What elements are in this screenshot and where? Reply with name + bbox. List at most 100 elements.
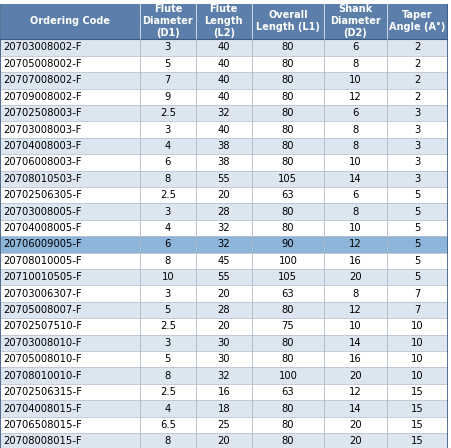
Bar: [323, 433, 386, 448]
Text: 6: 6: [164, 157, 170, 168]
Text: 8: 8: [164, 174, 170, 184]
Bar: [386, 56, 446, 72]
Bar: [195, 401, 251, 417]
Bar: [386, 72, 446, 89]
Bar: [195, 171, 251, 187]
Bar: [139, 105, 195, 121]
Text: 28: 28: [217, 305, 230, 315]
Text: 20703008005-F: 20703008005-F: [4, 207, 82, 216]
Text: 20704008015-F: 20704008015-F: [4, 404, 82, 414]
Text: 20: 20: [348, 272, 361, 282]
Text: 12: 12: [348, 387, 361, 397]
Bar: [195, 236, 251, 253]
Text: Shank
Diameter
(D2): Shank Diameter (D2): [329, 4, 380, 39]
Bar: [139, 171, 195, 187]
Bar: [0, 335, 139, 351]
Text: 6: 6: [164, 239, 170, 250]
Text: 20: 20: [217, 190, 230, 200]
Text: 20706009005-F: 20706009005-F: [4, 239, 82, 250]
Bar: [251, 384, 323, 401]
Text: 20703008003-F: 20703008003-F: [4, 125, 82, 134]
Bar: [251, 121, 323, 138]
Text: 15: 15: [410, 404, 423, 414]
Text: 10: 10: [410, 338, 423, 348]
Bar: [195, 39, 251, 56]
Bar: [139, 3, 195, 39]
Bar: [195, 417, 251, 433]
Text: 20: 20: [217, 322, 230, 332]
Bar: [195, 318, 251, 335]
Bar: [0, 72, 139, 89]
Bar: [323, 56, 386, 72]
Bar: [386, 285, 446, 302]
Bar: [323, 203, 386, 220]
Text: 8: 8: [352, 125, 358, 134]
Bar: [139, 302, 195, 318]
Bar: [323, 253, 386, 269]
Bar: [0, 433, 139, 448]
Text: 3: 3: [164, 125, 170, 134]
Bar: [0, 302, 139, 318]
Text: 20704008005-F: 20704008005-F: [4, 223, 82, 233]
Text: 5: 5: [164, 354, 170, 364]
Bar: [195, 220, 251, 236]
Text: 80: 80: [281, 157, 294, 168]
Text: 14: 14: [348, 338, 361, 348]
Text: 38: 38: [217, 157, 230, 168]
Bar: [386, 302, 446, 318]
Text: 63: 63: [281, 387, 294, 397]
Text: 80: 80: [281, 207, 294, 216]
Text: 40: 40: [217, 59, 230, 69]
Bar: [386, 3, 446, 39]
Text: 2: 2: [413, 59, 419, 69]
Bar: [386, 154, 446, 171]
Bar: [195, 285, 251, 302]
Bar: [386, 401, 446, 417]
Bar: [251, 236, 323, 253]
Bar: [139, 401, 195, 417]
Text: 5: 5: [413, 207, 419, 216]
Text: 16: 16: [217, 387, 230, 397]
Text: 6: 6: [351, 43, 358, 52]
Text: 20702506305-F: 20702506305-F: [4, 190, 82, 200]
Text: 3: 3: [164, 338, 170, 348]
Text: 8: 8: [352, 141, 358, 151]
Bar: [139, 39, 195, 56]
Text: 7: 7: [413, 305, 419, 315]
Text: 80: 80: [281, 404, 294, 414]
Text: 14: 14: [348, 404, 361, 414]
Text: 20705008002-F: 20705008002-F: [4, 59, 82, 69]
Bar: [386, 39, 446, 56]
Text: 4: 4: [164, 404, 170, 414]
Text: 8: 8: [164, 370, 170, 381]
Bar: [323, 367, 386, 384]
Text: 90: 90: [281, 239, 294, 250]
Text: 80: 80: [281, 92, 294, 102]
Text: 2.5: 2.5: [160, 387, 175, 397]
Bar: [386, 318, 446, 335]
Bar: [139, 203, 195, 220]
Text: Overall
Length (L1): Overall Length (L1): [255, 10, 319, 32]
Text: 63: 63: [281, 289, 294, 299]
Bar: [251, 105, 323, 121]
Bar: [251, 220, 323, 236]
Text: 3: 3: [164, 289, 170, 299]
Text: 75: 75: [281, 322, 294, 332]
Text: 10: 10: [348, 157, 361, 168]
Bar: [323, 105, 386, 121]
Bar: [139, 351, 195, 367]
Bar: [251, 56, 323, 72]
Bar: [386, 253, 446, 269]
Bar: [251, 367, 323, 384]
Bar: [0, 121, 139, 138]
Text: 3: 3: [164, 207, 170, 216]
Bar: [251, 285, 323, 302]
Bar: [386, 220, 446, 236]
Bar: [195, 187, 251, 203]
Text: 55: 55: [217, 174, 230, 184]
Bar: [251, 417, 323, 433]
Bar: [323, 417, 386, 433]
Bar: [323, 384, 386, 401]
Bar: [323, 89, 386, 105]
Bar: [0, 56, 139, 72]
